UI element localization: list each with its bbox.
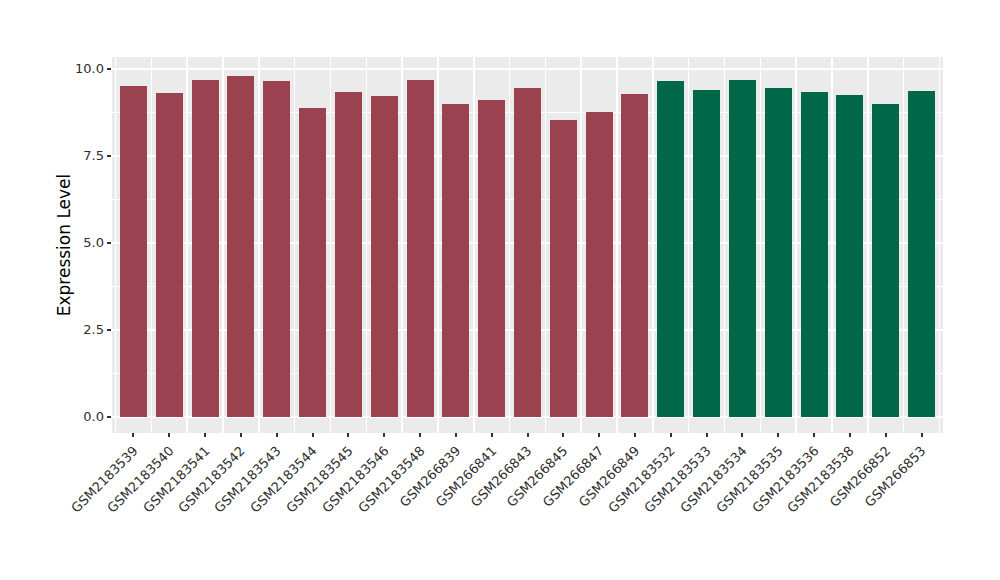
minor-gridline-vertical (831, 57, 833, 433)
x-axis-tick (849, 433, 851, 437)
minor-gridline-vertical (330, 57, 332, 433)
minor-gridline-vertical (545, 57, 547, 433)
minor-gridline-vertical (688, 57, 690, 433)
x-axis-tick (921, 433, 923, 437)
x-axis-tick (168, 433, 170, 437)
bar-GSM266852 (872, 104, 899, 417)
bar-GSM2183532 (657, 81, 684, 417)
minor-gridline-vertical (437, 57, 439, 433)
x-axis-tick (419, 433, 421, 437)
bar-GSM266841 (478, 100, 505, 417)
bar-GSM266839 (442, 104, 469, 417)
bar-GSM2183539 (120, 86, 147, 417)
x-axis-tick (885, 433, 887, 437)
bar-GSM2183541 (192, 80, 219, 417)
bar-GSM2183538 (836, 95, 863, 417)
x-axis-tick (813, 433, 815, 437)
minor-gridline-vertical (186, 57, 188, 433)
major-gridline-horizontal (112, 68, 943, 70)
minor-gridline-vertical (795, 57, 797, 433)
x-axis-tick (527, 433, 529, 437)
bar-GSM2183543 (263, 81, 290, 417)
expression-bar-chart-figure: Expression Level 0.02.55.07.510.0GSM2183… (0, 0, 1000, 580)
y-axis-tick (107, 242, 111, 244)
bar-GSM2183534 (729, 80, 756, 417)
bar-GSM266853 (908, 91, 935, 417)
x-axis-tick (204, 433, 206, 437)
x-axis-tick (491, 433, 493, 437)
minor-gridline-vertical (115, 57, 117, 433)
y-tick-label: 7.5 (58, 148, 104, 164)
bar-GSM2183546 (371, 96, 398, 417)
minor-gridline-vertical (903, 57, 905, 433)
x-axis-tick (455, 433, 457, 437)
minor-gridline-vertical (652, 57, 654, 433)
minor-gridline-vertical (939, 57, 941, 433)
bar-GSM2183548 (407, 80, 434, 417)
minor-gridline-vertical (222, 57, 224, 433)
x-axis-tick (741, 433, 743, 437)
minor-gridline-vertical (401, 57, 403, 433)
minor-gridline-vertical (294, 57, 296, 433)
bar-GSM266845 (550, 120, 577, 417)
y-tick-label: 0.0 (58, 409, 104, 425)
x-axis-tick (562, 433, 564, 437)
y-tick-label: 2.5 (58, 322, 104, 338)
bar-GSM2183545 (335, 92, 362, 417)
minor-gridline-vertical (366, 57, 368, 433)
x-axis-tick (276, 433, 278, 437)
bar-GSM2183542 (227, 76, 254, 417)
y-axis-tick (107, 416, 111, 418)
y-tick-label: 10.0 (58, 61, 104, 77)
x-axis-tick (598, 433, 600, 437)
plot-panel (112, 57, 943, 433)
x-axis-tick (670, 433, 672, 437)
y-axis-tick (107, 155, 111, 157)
minor-gridline-vertical (258, 57, 260, 433)
x-axis-tick (706, 433, 708, 437)
bar-GSM2183536 (801, 92, 828, 417)
minor-gridline-vertical (616, 57, 618, 433)
bar-GSM266849 (621, 94, 648, 417)
y-tick-label: 5.0 (58, 235, 104, 251)
x-axis-tick (777, 433, 779, 437)
bar-GSM2183533 (693, 90, 720, 417)
bar-GSM2183535 (765, 88, 792, 417)
x-axis-tick (383, 433, 385, 437)
minor-gridline-vertical (724, 57, 726, 433)
bar-GSM266847 (586, 112, 613, 417)
minor-gridline-vertical (867, 57, 869, 433)
x-axis-tick (347, 433, 349, 437)
bar-GSM2183544 (299, 108, 326, 417)
y-axis-tick (107, 329, 111, 331)
minor-gridline-vertical (509, 57, 511, 433)
bar-GSM266843 (514, 88, 541, 417)
x-axis-tick (312, 433, 314, 437)
y-axis-tick (107, 68, 111, 70)
x-axis-tick (240, 433, 242, 437)
minor-gridline-vertical (473, 57, 475, 433)
x-axis-tick (132, 433, 134, 437)
minor-gridline-vertical (151, 57, 153, 433)
minor-gridline-vertical (580, 57, 582, 433)
x-axis-tick (634, 433, 636, 437)
bar-GSM2183540 (156, 93, 183, 417)
minor-gridline-vertical (760, 57, 762, 433)
